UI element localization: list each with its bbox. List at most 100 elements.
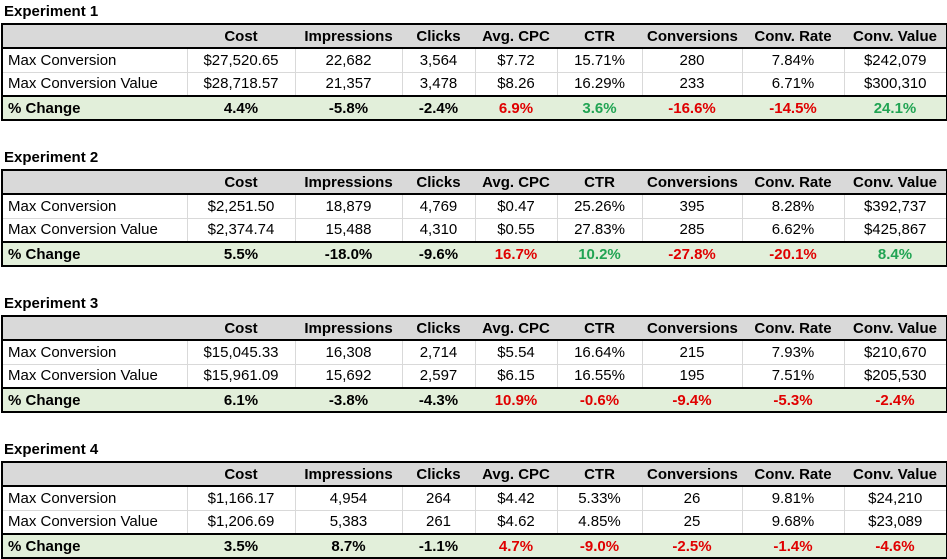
data-cell: $7.72 bbox=[475, 48, 558, 73]
row-label: Max Conversion bbox=[2, 340, 188, 365]
percent-change-label: % Change bbox=[2, 241, 187, 266]
data-cell: $15,961.09 bbox=[187, 364, 296, 389]
percent-change-cell: -5.8% bbox=[295, 95, 402, 120]
data-cell: $28,718.57 bbox=[187, 72, 296, 97]
row-label: Max Conversion Value bbox=[2, 364, 188, 389]
data-cell: 4,769 bbox=[402, 194, 476, 219]
data-cell: $210,670 bbox=[844, 340, 947, 365]
data-cell: $24,210 bbox=[844, 486, 947, 511]
percent-change-cell: -2.5% bbox=[642, 533, 742, 558]
percent-change-cell: -14.5% bbox=[742, 95, 844, 120]
percent-change-cell: -20.1% bbox=[742, 241, 844, 266]
data-cell: 22,682 bbox=[295, 48, 403, 73]
percent-change-cell: -16.6% bbox=[642, 95, 742, 120]
experiment-table: Cost Impressions Clicks Avg. CPC CTR Conversi… bbox=[1, 169, 947, 267]
data-cell: $0.47 bbox=[475, 194, 558, 219]
percent-change-cell: -3.8% bbox=[295, 387, 402, 412]
data-cell: 2,714 bbox=[402, 340, 476, 365]
percent-change-row: % Change 4.4% -5.8% -2.4% 6.9% 3.6% -16.6% -14.… bbox=[2, 95, 947, 120]
data-cell: $4.42 bbox=[475, 486, 558, 511]
data-cell: 264 bbox=[402, 486, 476, 511]
percent-change-cell: -9.6% bbox=[402, 241, 475, 266]
data-cell: $425,867 bbox=[844, 218, 947, 243]
row-label: Max Conversion bbox=[2, 486, 188, 511]
column-header: Clicks bbox=[402, 24, 475, 49]
experiment-section: Experiment 1 Cost Impressions Clicks Avg. C… bbox=[1, 3, 947, 121]
row-label: Max Conversion bbox=[2, 48, 188, 73]
row-label-column-header bbox=[2, 170, 187, 195]
data-cell: $300,310 bbox=[844, 72, 947, 97]
column-header: Cost bbox=[187, 170, 295, 195]
data-cell: $392,737 bbox=[844, 194, 947, 219]
data-cell: 6.71% bbox=[742, 72, 845, 97]
percent-change-cell: 4.7% bbox=[475, 533, 557, 558]
percent-change-cell: 4.4% bbox=[187, 95, 295, 120]
percent-change-cell: -5.3% bbox=[742, 387, 844, 412]
column-header: Avg. CPC bbox=[475, 24, 557, 49]
column-header: Clicks bbox=[402, 462, 475, 487]
column-header: Conversions bbox=[642, 462, 742, 487]
header-row: Cost Impressions Clicks Avg. CPC CTR Conversi… bbox=[2, 24, 947, 49]
row-label: Max Conversion Value bbox=[2, 218, 188, 243]
column-header: CTR bbox=[557, 316, 642, 341]
column-header: CTR bbox=[557, 170, 642, 195]
percent-change-row: % Change 6.1% -3.8% -4.3% 10.9% -0.6% -9.4% -5.… bbox=[2, 387, 947, 412]
data-cell: 233 bbox=[642, 72, 743, 97]
percent-change-label: % Change bbox=[2, 533, 187, 558]
column-header: Impressions bbox=[295, 316, 402, 341]
percent-change-cell: 5.5% bbox=[187, 241, 295, 266]
row-label: Max Conversion Value bbox=[2, 510, 188, 535]
data-row: Max Conversion $1,166.17 4,954 264 $4.42 5.33… bbox=[2, 486, 947, 511]
column-header: Avg. CPC bbox=[475, 462, 557, 487]
percent-change-cell: 16.7% bbox=[475, 241, 557, 266]
percent-change-cell: 3.6% bbox=[557, 95, 642, 120]
percent-change-cell: -18.0% bbox=[295, 241, 402, 266]
data-cell: 9.81% bbox=[742, 486, 845, 511]
data-cell: 8.28% bbox=[742, 194, 845, 219]
data-cell: 16.29% bbox=[557, 72, 643, 97]
data-cell: 395 bbox=[642, 194, 743, 219]
data-cell: 195 bbox=[642, 364, 743, 389]
data-cell: $1,206.69 bbox=[187, 510, 296, 535]
data-row: Max Conversion Value $1,206.69 5,383 261 $4.… bbox=[2, 510, 947, 535]
column-header: Clicks bbox=[402, 316, 475, 341]
experiment-title: Experiment 2 bbox=[4, 149, 99, 166]
data-cell: 18,879 bbox=[295, 194, 403, 219]
data-cell: 7.51% bbox=[742, 364, 845, 389]
data-row: Max Conversion $15,045.33 16,308 2,714 $5.54… bbox=[2, 340, 947, 365]
column-header: Impressions bbox=[295, 24, 402, 49]
data-row: Max Conversion Value $28,718.57 21,357 3,47… bbox=[2, 72, 947, 97]
column-header: Conv. Value bbox=[844, 170, 947, 195]
experiment-table: Cost Impressions Clicks Avg. CPC CTR Conversi… bbox=[1, 23, 947, 121]
percent-change-cell: 10.9% bbox=[475, 387, 557, 412]
data-cell: $2,251.50 bbox=[187, 194, 296, 219]
data-cell: $15,045.33 bbox=[187, 340, 296, 365]
experiment-table: Cost Impressions Clicks Avg. CPC CTR Conversi… bbox=[1, 315, 947, 413]
data-cell: 261 bbox=[402, 510, 476, 535]
column-header: Conversions bbox=[642, 170, 742, 195]
data-cell: $242,079 bbox=[844, 48, 947, 73]
data-cell: 3,478 bbox=[402, 72, 476, 97]
row-label-column-header bbox=[2, 462, 187, 487]
data-cell: 27.83% bbox=[557, 218, 643, 243]
data-cell: 6.62% bbox=[742, 218, 845, 243]
data-cell: 21,357 bbox=[295, 72, 403, 97]
column-header: Conversions bbox=[642, 24, 742, 49]
column-header: CTR bbox=[557, 462, 642, 487]
column-header: Conv. Value bbox=[844, 316, 947, 341]
data-cell: $2,374.74 bbox=[187, 218, 296, 243]
data-cell: 16.64% bbox=[557, 340, 643, 365]
data-row: Max Conversion Value $2,374.74 15,488 4,310… bbox=[2, 218, 947, 243]
column-header: Impressions bbox=[295, 170, 402, 195]
data-row: Max Conversion $2,251.50 18,879 4,769 $0.47 2… bbox=[2, 194, 947, 219]
data-cell: $205,530 bbox=[844, 364, 947, 389]
row-label: Max Conversion Value bbox=[2, 72, 188, 97]
data-cell: 15,692 bbox=[295, 364, 403, 389]
data-cell: 2,597 bbox=[402, 364, 476, 389]
row-label-column-header bbox=[2, 316, 187, 341]
data-cell: 16.55% bbox=[557, 364, 643, 389]
column-header: Conversions bbox=[642, 316, 742, 341]
column-header: CTR bbox=[557, 24, 642, 49]
column-header: Conv. Rate bbox=[742, 24, 844, 49]
data-cell: $4.62 bbox=[475, 510, 558, 535]
